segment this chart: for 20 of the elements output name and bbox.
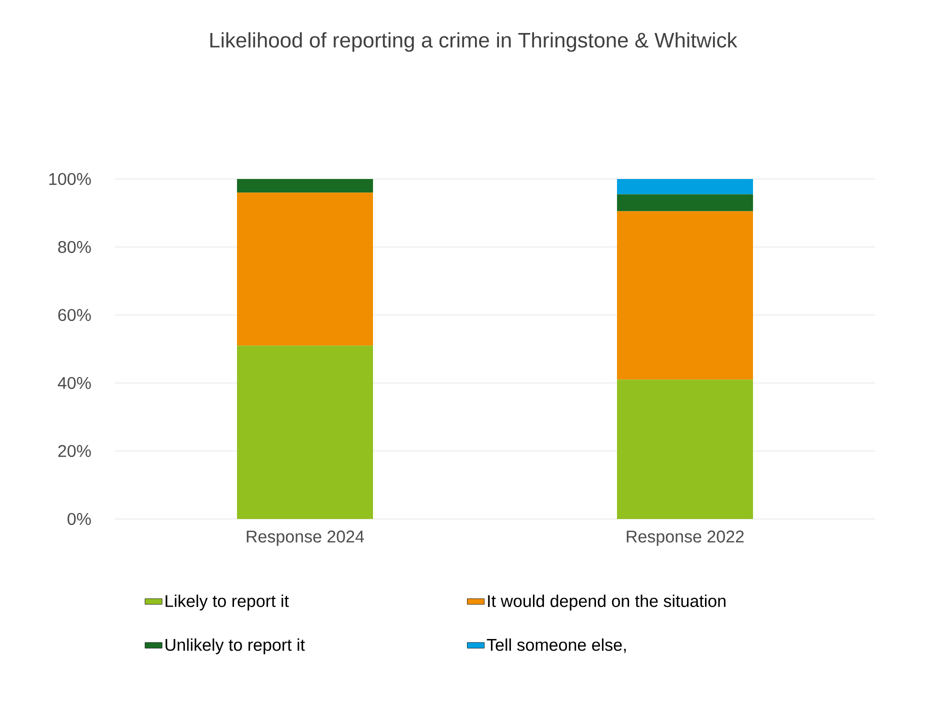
x-tick-label: Response 2022 bbox=[626, 530, 744, 546]
y-tick-label: 60% bbox=[58, 308, 91, 322]
legend-label: Unlikely to report it bbox=[166, 638, 305, 654]
bar bbox=[617, 211, 754, 380]
x-tick-label: Response 2024 bbox=[246, 530, 364, 546]
bar bbox=[617, 194, 754, 212]
y-tick-label: 20% bbox=[58, 444, 91, 458]
y-tick-label: 0% bbox=[68, 512, 91, 526]
bar bbox=[237, 192, 374, 346]
y-tick-label: 40% bbox=[58, 376, 91, 390]
bar bbox=[617, 380, 754, 519]
bar bbox=[237, 178, 374, 193]
legend-label: Likely to report it bbox=[166, 594, 289, 610]
chart-title: Likelihood of reporting a crime in Thringstone & Whitwick bbox=[210, 32, 738, 52]
bar bbox=[617, 178, 754, 194]
y-tick-label: 100% bbox=[49, 172, 91, 186]
y-tick-label: 80% bbox=[58, 240, 91, 254]
bar bbox=[237, 346, 374, 519]
legend-label: Tell someone else, bbox=[486, 638, 626, 653]
legend-label: It would depend on the situation bbox=[488, 594, 726, 610]
